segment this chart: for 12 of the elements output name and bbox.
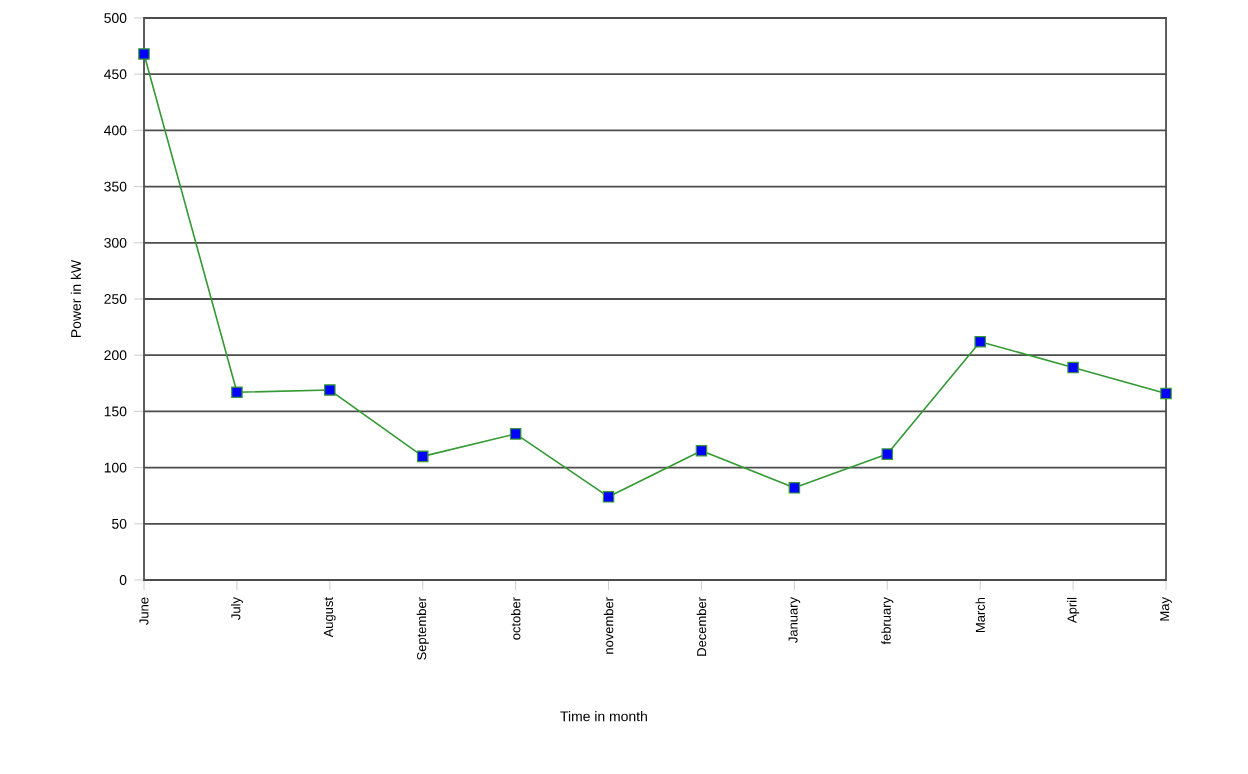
point xyxy=(788,482,801,494)
point xyxy=(231,386,243,399)
point xyxy=(695,444,708,457)
point xyxy=(602,491,615,503)
point xyxy=(416,450,429,463)
point xyxy=(1067,361,1079,374)
point xyxy=(1160,387,1172,400)
point xyxy=(509,428,522,440)
point xyxy=(138,48,150,60)
point xyxy=(881,448,894,460)
point xyxy=(324,384,336,396)
point xyxy=(974,335,986,348)
